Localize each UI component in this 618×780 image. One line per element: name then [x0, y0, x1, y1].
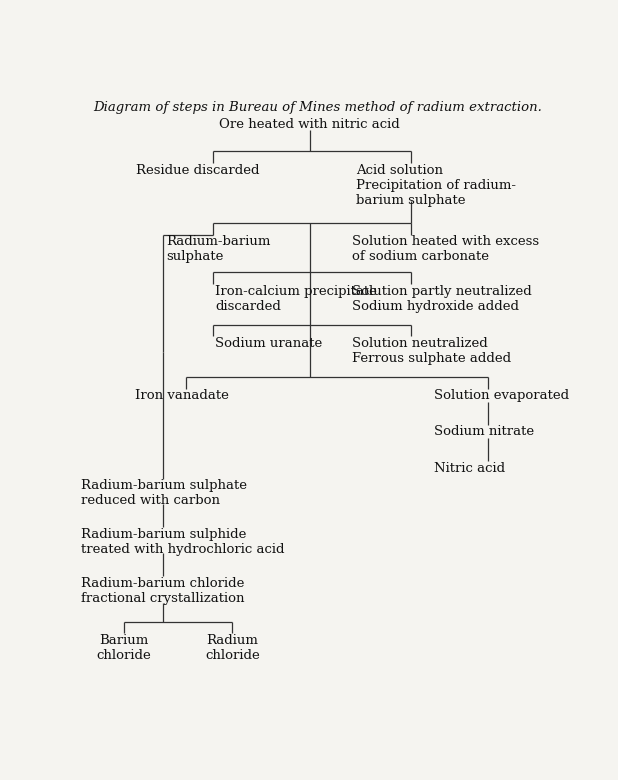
Text: Residue discarded: Residue discarded [135, 164, 259, 177]
Text: Solution neutralized
Ferrous sulphate added: Solution neutralized Ferrous sulphate ad… [352, 337, 512, 365]
Text: Solution partly neutralized
Sodium hydroxide added: Solution partly neutralized Sodium hydro… [352, 285, 532, 313]
Text: Solution evaporated: Solution evaporated [434, 389, 569, 402]
Text: Radium
chloride: Radium chloride [205, 634, 260, 662]
Text: Sodium uranate: Sodium uranate [215, 337, 323, 350]
Text: Radium-barium chloride
fractional crystallization: Radium-barium chloride fractional crysta… [81, 577, 245, 605]
Text: Diagram of steps in Bureau of Mines method of radium extraction.: Diagram of steps in Bureau of Mines meth… [93, 101, 542, 115]
Text: Solution heated with excess
of sodium carbonate: Solution heated with excess of sodium ca… [352, 236, 540, 264]
Text: Nitric acid: Nitric acid [434, 462, 505, 475]
Text: Barium
chloride: Barium chloride [96, 634, 151, 662]
Text: Radium-barium
sulphate: Radium-barium sulphate [166, 236, 271, 264]
Text: Sodium nitrate: Sodium nitrate [434, 425, 534, 438]
Text: Radium-barium sulphate
reduced with carbon: Radium-barium sulphate reduced with carb… [81, 480, 247, 507]
Text: Radium-barium sulphide
treated with hydrochloric acid: Radium-barium sulphide treated with hydr… [81, 528, 285, 556]
Text: Acid solution
Precipitation of radium-
barium sulphate: Acid solution Precipitation of radium- b… [356, 164, 516, 207]
Text: Iron-calcium precipitate
discarded: Iron-calcium precipitate discarded [215, 285, 377, 313]
Text: Ore heated with nitric acid: Ore heated with nitric acid [219, 119, 400, 131]
Text: Iron vanadate: Iron vanadate [135, 389, 229, 402]
